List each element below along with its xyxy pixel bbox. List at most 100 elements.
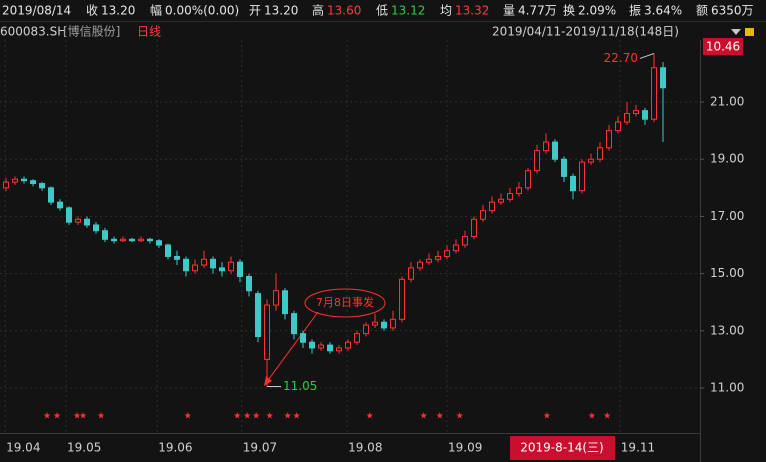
candle-body — [561, 158, 568, 177]
header-label: 额 — [696, 4, 708, 18]
candle-body — [471, 218, 478, 237]
y-tick-label: 13.00 — [710, 323, 744, 337]
candle-body — [552, 141, 559, 160]
annotation-ellipse — [304, 288, 386, 318]
candle-body — [444, 250, 451, 257]
y-tick-label: 17.00 — [710, 209, 744, 223]
lock-icon[interactable] — [745, 28, 754, 36]
candle-body — [399, 278, 406, 320]
header-label: 振 — [629, 4, 641, 18]
candle-body — [624, 112, 631, 123]
candle-body — [192, 264, 199, 272]
candle-body — [30, 180, 37, 185]
candle-body — [219, 267, 226, 272]
candle-body — [633, 110, 640, 114]
annotation-arrow — [265, 311, 319, 384]
x-tick-label: 19.09 — [448, 441, 482, 455]
candle-body — [147, 238, 154, 242]
header-value: 2.09% — [578, 4, 616, 18]
candle-body — [642, 110, 649, 120]
event-marker: ★ — [97, 412, 105, 422]
candle-body — [237, 261, 244, 277]
candle-body — [12, 178, 19, 183]
candle-body — [102, 230, 109, 240]
header-value: 13.32 — [455, 4, 489, 18]
candle-body — [48, 187, 55, 203]
y-tick-label: 11.00 — [710, 380, 744, 394]
candle-body — [435, 255, 442, 260]
candle-body — [183, 258, 190, 272]
candle-body — [255, 293, 262, 338]
candle-body — [453, 244, 460, 252]
arrow-head — [264, 376, 272, 386]
x-tick-label: 19.07 — [243, 441, 277, 455]
event-marker: ★ — [266, 412, 274, 422]
event-marker: ★ — [543, 412, 551, 422]
candle-body — [507, 193, 514, 200]
candle-body — [381, 321, 388, 329]
header-value: 13.12 — [391, 4, 425, 18]
candle-body — [291, 313, 298, 335]
dropdown-icon[interactable] — [731, 29, 741, 35]
candle-body — [273, 290, 280, 306]
header-value: 13.20 — [101, 4, 135, 18]
candle-body — [318, 344, 325, 349]
stock-name: [博信股份] — [63, 24, 120, 39]
candle-body — [39, 183, 46, 189]
event-marker: ★ — [366, 412, 374, 422]
x-tick-label: 19.05 — [67, 441, 101, 455]
badge-box — [703, 38, 743, 55]
candle-body — [93, 224, 100, 232]
header-value: 6350万 — [711, 4, 754, 18]
candle-body — [165, 244, 172, 257]
header-label: 低 — [376, 4, 388, 18]
candle-body — [84, 218, 91, 226]
candle-body — [156, 240, 163, 246]
header-label: 幅 — [150, 3, 162, 18]
event-marker: ★ — [53, 412, 61, 422]
event-marker: ★ — [243, 412, 251, 422]
candle-body — [120, 238, 127, 242]
candle-body — [516, 187, 523, 195]
low-label: 11.05 — [283, 379, 317, 393]
event-marker: ★ — [252, 412, 260, 422]
candle-body — [597, 147, 604, 160]
header-value: 13.20 — [264, 4, 298, 18]
candle-body — [264, 304, 271, 360]
candle-body — [129, 238, 136, 242]
candle-body — [498, 198, 505, 203]
high-label: 22.70 — [604, 51, 638, 65]
candle-body — [246, 275, 253, 292]
candle-body — [336, 347, 343, 352]
candle-body — [3, 181, 10, 189]
event-marker: ★ — [588, 412, 596, 422]
x-tick-label: 19.08 — [348, 441, 382, 455]
cursor-date-box — [510, 436, 615, 460]
event-marker: ★ — [436, 412, 444, 422]
candle-body — [390, 318, 397, 329]
candle-body — [66, 207, 73, 223]
candle-body — [534, 150, 541, 172]
high-pointer — [639, 52, 655, 59]
annotation-text: 7月8日事发 — [316, 295, 374, 309]
event-marker: ★ — [293, 412, 301, 422]
candle-body — [282, 290, 289, 315]
candle-body — [606, 130, 613, 149]
stock-code: 600083.SH — [0, 25, 66, 39]
candle-body — [480, 210, 487, 220]
candle-body — [21, 178, 28, 182]
y-tick-label: 21.00 — [710, 95, 744, 109]
candle-body — [354, 333, 361, 343]
candle-body — [408, 267, 415, 280]
event-marker: ★ — [456, 412, 464, 422]
event-marker: ★ — [603, 412, 611, 422]
candle-body — [327, 344, 334, 352]
candle-body — [201, 258, 208, 266]
x-tick-label: 19.06 — [158, 441, 192, 455]
candle-body — [345, 341, 352, 349]
candle-body — [570, 175, 577, 192]
cursor-date: 2019-8-14(三) — [520, 441, 603, 455]
candle-body — [300, 333, 307, 343]
